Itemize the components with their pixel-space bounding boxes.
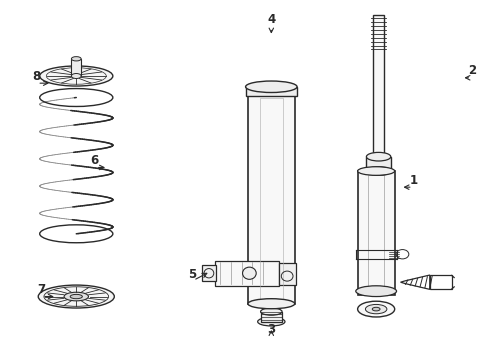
Bar <box>429 275 451 289</box>
Bar <box>278 263 295 285</box>
Ellipse shape <box>355 286 396 297</box>
Polygon shape <box>400 275 429 289</box>
Ellipse shape <box>357 167 394 175</box>
Ellipse shape <box>366 152 390 161</box>
Ellipse shape <box>247 299 294 309</box>
Text: 6: 6 <box>90 154 99 167</box>
Bar <box>366 157 390 171</box>
Bar <box>71 59 81 76</box>
Ellipse shape <box>71 73 81 78</box>
Text: 3: 3 <box>267 323 275 336</box>
Ellipse shape <box>64 292 88 301</box>
Bar <box>372 15 384 158</box>
Ellipse shape <box>71 57 81 61</box>
Ellipse shape <box>366 167 390 175</box>
Bar <box>259 98 283 302</box>
Ellipse shape <box>245 81 296 93</box>
Text: 4: 4 <box>266 13 275 26</box>
Bar <box>260 312 282 321</box>
Bar <box>215 261 278 286</box>
Bar <box>247 96 294 304</box>
Text: 1: 1 <box>409 174 417 186</box>
Ellipse shape <box>257 318 285 326</box>
Ellipse shape <box>38 285 114 308</box>
Ellipse shape <box>365 305 386 314</box>
Bar <box>201 265 216 281</box>
Text: 8: 8 <box>32 69 40 82</box>
Bar <box>357 171 394 295</box>
Ellipse shape <box>70 294 82 299</box>
Ellipse shape <box>260 308 282 315</box>
Text: 2: 2 <box>467 64 475 77</box>
Text: 7: 7 <box>37 283 45 296</box>
Ellipse shape <box>371 307 379 311</box>
Bar <box>367 175 384 291</box>
Ellipse shape <box>357 301 394 317</box>
Ellipse shape <box>242 267 256 279</box>
Text: 5: 5 <box>187 267 196 280</box>
Ellipse shape <box>40 66 113 86</box>
Bar <box>245 87 296 96</box>
